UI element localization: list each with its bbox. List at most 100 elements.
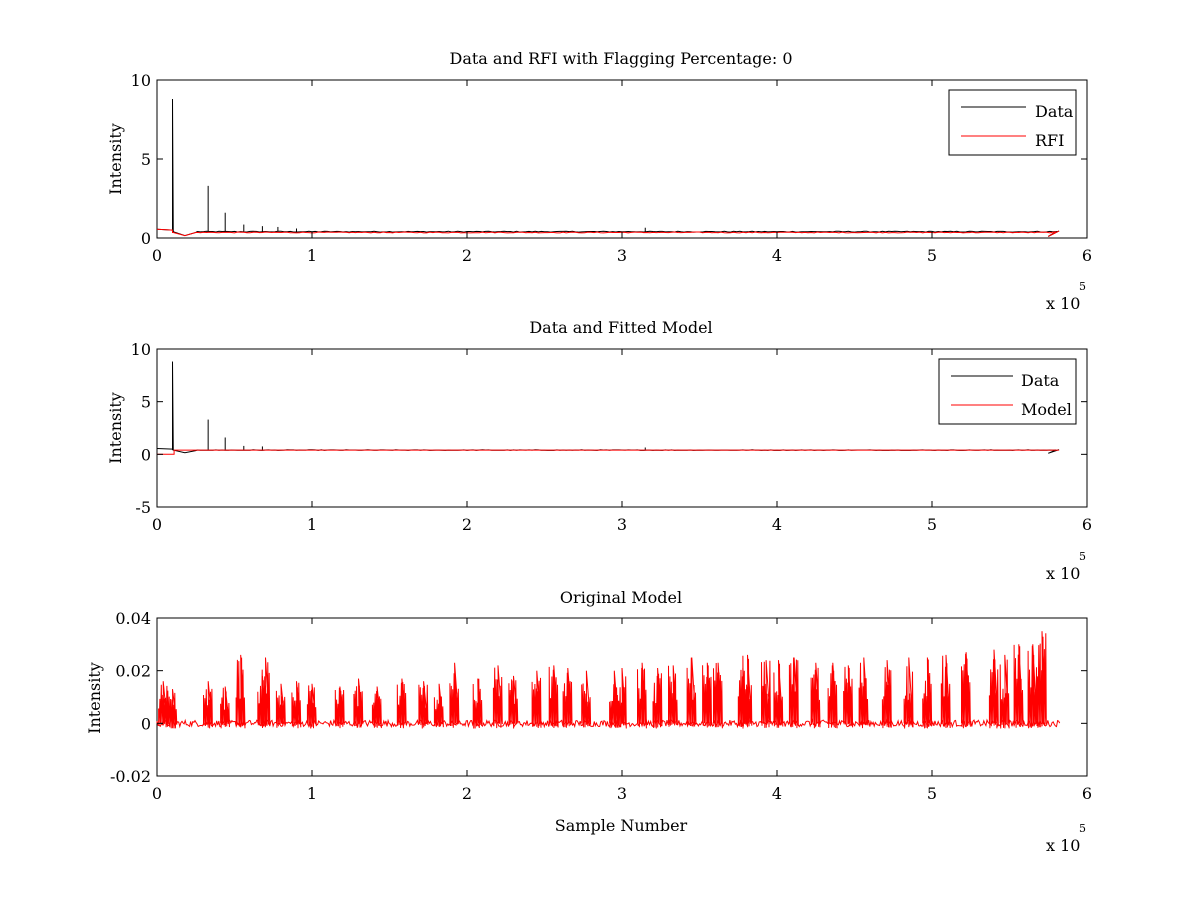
panel-2-xticks: 0 1 2 3 4 5 6 (152, 349, 1092, 534)
panel-3-series-model-peak (220, 686, 230, 729)
panel-2-ytick-label: 0 (141, 445, 151, 464)
panel-3-series-model-peak (291, 681, 302, 729)
panel-3-x-exponent-label: x 10 (1046, 836, 1080, 855)
panel-3-series-model-peak (158, 681, 168, 728)
panel-3-ytick-label: 0.02 (115, 662, 151, 681)
panel-3-xtick-label: 6 (1082, 784, 1092, 803)
panel-3-title: Original Model (560, 588, 682, 607)
panel-2-x-exponent-label: x 10 (1046, 564, 1080, 583)
panel-2-xtick-label: 1 (307, 515, 317, 534)
panel-2-xtick-label: 6 (1082, 515, 1092, 534)
panel-3-series-model-peak (810, 662, 821, 729)
panel-1-xtick-label: 2 (462, 246, 472, 265)
panel-2-legend-box (938, 358, 1077, 425)
panel-3-series-model-peak (1036, 631, 1047, 728)
panel-1-x-exponent-label: x 10 (1046, 294, 1080, 313)
panel-3-series-model-peak (235, 654, 246, 729)
panel-3-series-model-peak (616, 667, 627, 729)
panel-3-series-model-peak (702, 662, 712, 728)
panel-3-series-model-peak (668, 665, 678, 727)
panel-1-x-exponent: 5 (1079, 280, 1086, 293)
panel-3-xticks: 0 1 2 3 4 5 6 (152, 618, 1092, 803)
panel-3-series-model-peak (353, 678, 364, 728)
panel-1-axes (156, 79, 1088, 239)
panel-3-ytick-label: -0.02 (110, 767, 151, 786)
panel-2-ytick-label: -5 (135, 498, 151, 517)
panel-2-ytick-label: 10 (131, 340, 151, 359)
panel-2-legend-label-data: Data (1021, 371, 1060, 390)
panel-1-ytick-label: 10 (131, 71, 151, 90)
panel-3-xtick-label: 0 (152, 784, 162, 803)
panel-3-x-exponent: 5 (1079, 822, 1086, 835)
panel-3-series-model-peak (761, 660, 771, 728)
panel-2-legend: Data Model (938, 358, 1077, 425)
panel-3-series-model-peak (922, 657, 933, 729)
panel-1-ylabel: Intensity (106, 123, 125, 195)
panel-3-xtick-label: 1 (307, 784, 317, 803)
panel-3-series-model-peak (531, 670, 542, 729)
panel-3-series-model-peak (652, 667, 663, 729)
panel-3-series-model-peak (275, 683, 286, 728)
panel-3-ytick-label: 0 (141, 714, 151, 733)
panel-1-plot (156, 98, 1060, 237)
panel-3-series-model-peak (1027, 644, 1038, 729)
panel-2-x-exponent: 5 (1079, 550, 1086, 563)
panel-3-series-model-peak (999, 654, 1010, 729)
panel-3-series-model-peak (548, 665, 559, 729)
panel-1-ytick-label: 5 (141, 150, 151, 169)
panel-3-series-model-peak (903, 657, 914, 729)
panel-3-ytick-label: 0.04 (115, 609, 151, 628)
panel-3-series-model-peak (472, 678, 483, 729)
panel-2-legend-label-model: Model (1021, 400, 1072, 419)
panel-3-xtick-label: 2 (462, 784, 472, 803)
panel-3-series-model-peak (581, 670, 592, 728)
panel-2-ylabel: Intensity (106, 392, 125, 464)
panel-3-series-model-peak (306, 683, 317, 729)
panel-3-series-model-peak (827, 662, 838, 729)
panel-3-series-model-peak (562, 667, 573, 728)
panel-3-yticks: -0.02 0 0.02 0.04 (110, 609, 1087, 786)
panel-2-xtick-label: 4 (772, 515, 782, 534)
panel-2-yticks: -5 0 5 10 (131, 340, 1087, 517)
panel-1-xticks: 0 1 2 3 4 5 6 (152, 80, 1092, 265)
panel-1-series-rfi-line (156, 228, 1060, 237)
panel-3-series-model-peak (396, 678, 407, 729)
panel-1-xtick-label: 6 (1082, 246, 1092, 265)
panel-3-series-model-peak (773, 660, 784, 728)
panel-3-series-model-peak (742, 654, 753, 728)
panel-3-series-model-peak (433, 683, 444, 728)
panel-3-series-model-peak (637, 662, 647, 729)
panel-1-legend-label-rfi: RFI (1035, 131, 1064, 150)
panel-1-xtick-label: 1 (307, 246, 317, 265)
panel-3-series-model-peak (167, 689, 178, 729)
panel-3-series-model-peak (203, 681, 213, 729)
panel-3-series-model-peak (686, 657, 697, 727)
panel-1-xtick-label: 4 (772, 246, 782, 265)
panel-1-legend-label-data: Data (1035, 102, 1074, 121)
panel-1-yticks: 0 5 10 (131, 71, 1087, 248)
panel-1: Data and RFI with Flagging Percentage: 0… (106, 49, 1092, 313)
panel-3-series-model-peak (713, 662, 723, 729)
panel-2-xtick-label: 5 (927, 515, 937, 534)
panel-2-axes (156, 348, 1088, 508)
panel-2-ytick-label: 5 (141, 393, 151, 412)
panel-3-series-model-peak (371, 686, 382, 729)
panel-3-xtick-label: 3 (617, 784, 627, 803)
panel-3: Original Model Intensity -0.0200.020.04 … (85, 588, 1092, 855)
panel-3-series-model-peak (260, 657, 271, 727)
panel-1-legend: Data RFI (948, 89, 1077, 156)
panel-1-xtick-label: 3 (617, 246, 627, 265)
panel-1-xtick-label: 0 (152, 246, 162, 265)
panel-1-title: Data and RFI with Flagging Percentage: 0 (449, 49, 792, 68)
panel-3-series-model-peak (858, 657, 869, 729)
panel-2-series-model-line (157, 449, 1060, 455)
panel-3-plot (156, 631, 1061, 729)
panel-2-xtick-label: 3 (617, 515, 627, 534)
panel-1-legend-box (948, 89, 1077, 156)
panel-3-xtick-label: 5 (927, 784, 937, 803)
panel-2-plot (156, 361, 1060, 455)
panel-2-xtick-label: 0 (152, 515, 162, 534)
panel-2-xtick-label: 2 (462, 515, 472, 534)
